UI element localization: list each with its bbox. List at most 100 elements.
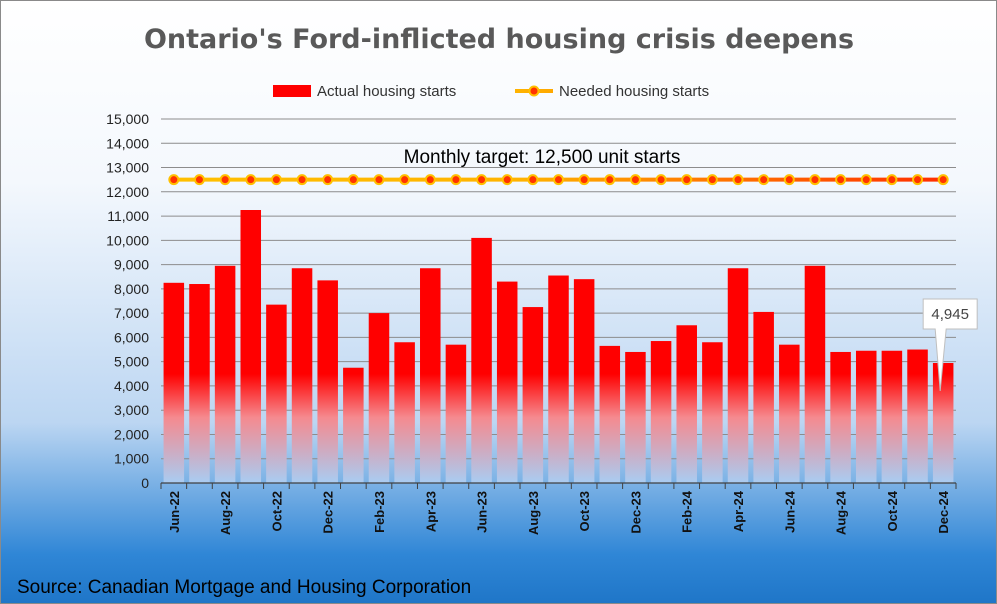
- y-tick-label: 8,000: [114, 281, 149, 297]
- x-tick-label: Oct-23: [577, 491, 592, 531]
- target-marker: [783, 174, 795, 186]
- bar: [573, 279, 595, 483]
- x-tick-label: Aug-23: [526, 491, 541, 535]
- legend: Actual housing starts Needed housing sta…: [273, 83, 709, 100]
- callout-box: [922, 298, 978, 392]
- bar: [779, 344, 800, 483]
- callout-label: 4,945: [931, 306, 969, 323]
- y-tick-label: 13,000: [106, 160, 149, 176]
- bar-series: [163, 210, 954, 483]
- target-marker: [604, 174, 616, 186]
- bar: [496, 281, 518, 483]
- bar: [420, 268, 441, 483]
- value-callout: 4,945: [922, 298, 978, 392]
- y-tick-label: 6,000: [114, 329, 149, 345]
- target-marker: [219, 174, 231, 186]
- target-marker: [347, 174, 359, 186]
- y-tick-label: 3,000: [114, 402, 149, 418]
- y-tick-label: 11,000: [107, 208, 149, 224]
- x-tick-label: Aug-24: [834, 490, 849, 535]
- target-marker: [860, 174, 872, 186]
- x-tick-label: Dec-24: [936, 490, 951, 533]
- bar: [804, 265, 826, 483]
- bar: [291, 268, 313, 483]
- y-tick-label: 10,000: [106, 232, 149, 248]
- bar: [317, 280, 338, 483]
- bar: [625, 351, 646, 483]
- bar: [881, 350, 903, 483]
- x-tick-label: Aug-22: [218, 491, 233, 535]
- y-tick-label: 15,000: [106, 111, 149, 127]
- bar: [471, 237, 492, 483]
- legend-label-actual: Actual housing starts: [317, 83, 456, 100]
- target-marker: [270, 174, 282, 186]
- target-marker: [322, 174, 334, 186]
- x-tick-label: Apr-23: [423, 491, 438, 532]
- legend-swatch-actual: [273, 85, 311, 97]
- target-marker: [399, 174, 411, 186]
- target-marker: [681, 174, 693, 186]
- legend-swatch-needed-marker: [528, 85, 540, 97]
- target-marker: [296, 174, 308, 186]
- bar: [753, 311, 774, 483]
- target-annotation: Monthly target: 12,500 unit starts: [404, 147, 681, 168]
- y-tick-label: 7,000: [114, 305, 149, 321]
- x-tick-label: Feb-24: [680, 490, 695, 533]
- bar: [522, 307, 544, 483]
- bar: [214, 265, 236, 483]
- target-marker: [553, 174, 564, 186]
- source-note: Source: Canadian Mortgage and Housing Co…: [17, 577, 471, 598]
- x-axis: Jun-22 Aug-22 Oct-22 Dec-22 Feb-23 Apr-23 Jun-…: [160, 482, 957, 535]
- target-marker: [886, 174, 898, 186]
- legend-label-needed: Needed housing starts: [559, 83, 709, 100]
- target-marker: [424, 174, 436, 186]
- x-tick-label: Jun-24: [782, 490, 797, 533]
- legend-item-actual: Actual housing starts: [273, 83, 456, 100]
- target-marker: [168, 174, 180, 186]
- y-tick-label: 4,000: [114, 378, 149, 394]
- target-marker: [835, 174, 847, 186]
- target-marker: [476, 174, 488, 186]
- target-marker: [937, 174, 949, 186]
- x-tick-label: Jun-23: [475, 491, 490, 533]
- target-marker: [501, 174, 513, 186]
- y-tick-label: 14,000: [106, 135, 149, 151]
- bar: [266, 304, 287, 483]
- bar: [163, 282, 185, 483]
- bar: [676, 325, 697, 483]
- target-marker: [758, 174, 770, 186]
- y-tick-label: 2,000: [114, 426, 149, 442]
- target-marker: [732, 174, 744, 186]
- bar: [830, 351, 851, 483]
- x-tick-label: Oct-24: [885, 490, 900, 531]
- x-tick-label: Feb-23: [372, 491, 387, 533]
- legend-item-needed: Needed housing starts: [515, 83, 709, 100]
- target-marker: [912, 174, 924, 186]
- bar: [189, 284, 210, 483]
- bar: [650, 341, 672, 483]
- y-tick-label: 9,000: [114, 257, 149, 273]
- y-tick-label: 0: [141, 475, 149, 491]
- x-tick-label: Apr-24: [731, 490, 746, 532]
- target-marker: [373, 174, 385, 186]
- bar: [702, 342, 723, 483]
- x-tick-label: Oct-22: [269, 491, 284, 531]
- x-tick-label: Dec-23: [628, 491, 643, 534]
- bar: [907, 349, 928, 483]
- bar: [368, 313, 390, 483]
- bar: [240, 210, 262, 483]
- bar: [394, 342, 415, 483]
- chart-title: Ontario's Ford-inflicted housing crisis …: [144, 24, 854, 55]
- target-marker: [527, 174, 539, 186]
- target-marker: [578, 174, 590, 186]
- bar: [855, 350, 877, 483]
- target-marker: [450, 174, 462, 186]
- y-tick-label: 1,000: [114, 451, 149, 467]
- target-marker: [193, 174, 205, 186]
- bar: [343, 367, 364, 483]
- y-axis-ticks: 0 1,000 2,000 3,000 4,000 5,000 6,000 7,000 8,00…: [106, 111, 149, 491]
- bar: [445, 344, 467, 483]
- y-tick-label: 5,000: [114, 354, 149, 370]
